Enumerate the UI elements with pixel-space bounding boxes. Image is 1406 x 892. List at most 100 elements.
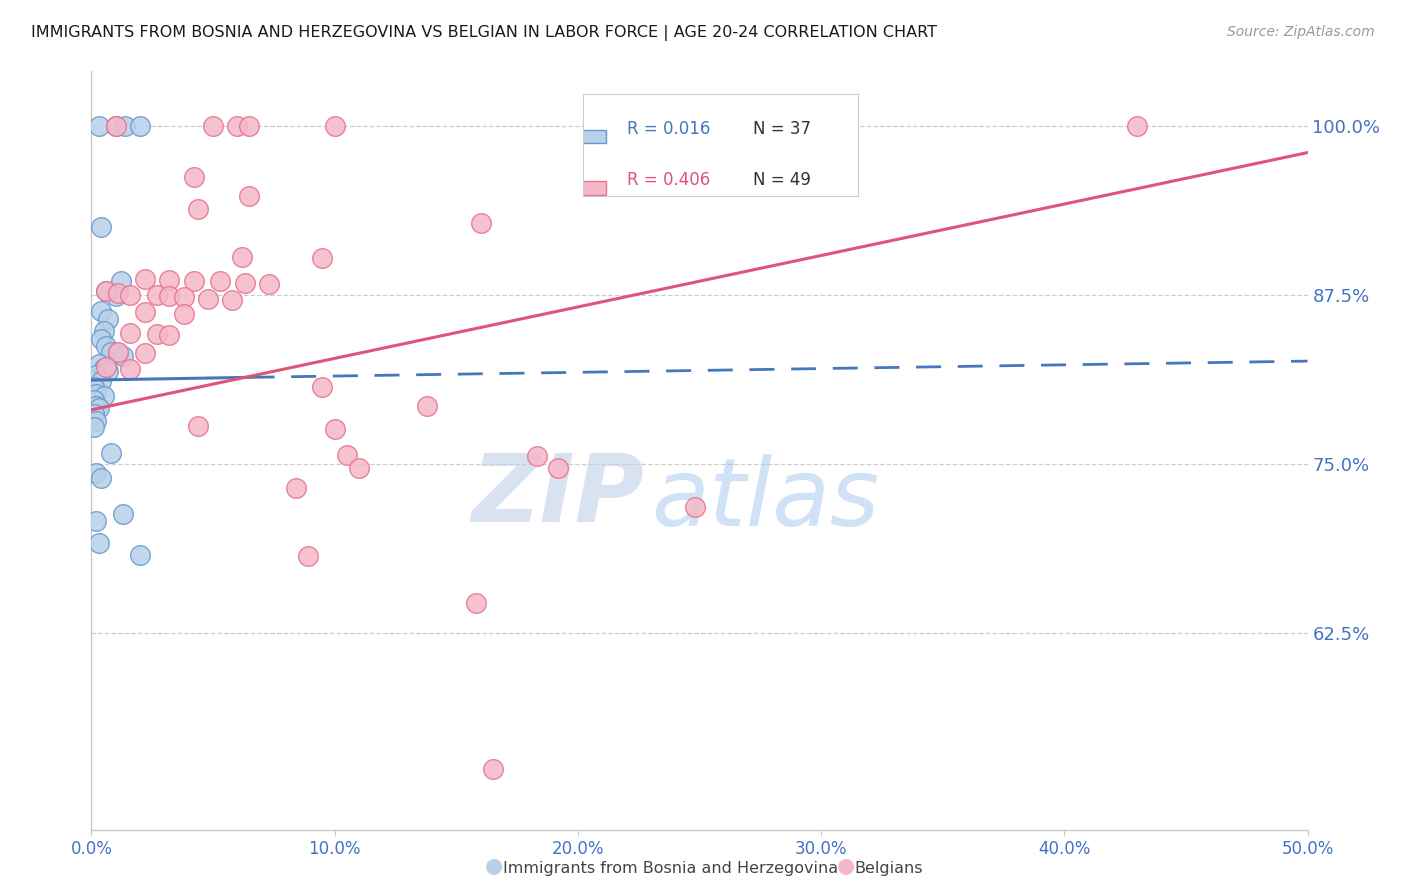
- Point: [257, 277, 280, 291]
- Point: [311, 380, 333, 394]
- Point: [87, 401, 110, 416]
- Point: [83, 407, 105, 421]
- Point: [84, 514, 107, 528]
- Point: [1126, 119, 1149, 133]
- Point: [226, 119, 249, 133]
- Point: [323, 119, 346, 133]
- Point: [183, 274, 205, 288]
- Point: [87, 535, 110, 549]
- Point: [238, 119, 260, 133]
- Point: [173, 290, 195, 304]
- Point: [111, 507, 134, 521]
- Text: Immigrants from Bosnia and Herzegovina: Immigrants from Bosnia and Herzegovina: [503, 861, 838, 876]
- Point: [104, 119, 127, 133]
- Point: [187, 419, 209, 434]
- Text: R = 0.016: R = 0.016: [627, 120, 710, 137]
- Point: [87, 119, 110, 133]
- Point: [90, 220, 112, 235]
- Point: [464, 597, 486, 611]
- Point: [90, 333, 112, 347]
- Point: [297, 549, 319, 563]
- Point: [202, 119, 225, 133]
- Point: [134, 271, 156, 285]
- Point: [157, 289, 180, 303]
- Point: [94, 359, 117, 374]
- Point: [104, 289, 127, 303]
- Point: [416, 399, 439, 413]
- Point: [110, 274, 132, 288]
- Text: Belgians: Belgians: [855, 861, 924, 876]
- Point: [90, 375, 112, 389]
- Point: [688, 119, 710, 133]
- Point: [93, 360, 115, 375]
- Point: [197, 292, 219, 306]
- Point: [683, 500, 706, 515]
- Bar: [581, 181, 606, 194]
- Point: [481, 762, 503, 776]
- Point: [233, 276, 256, 290]
- Point: [114, 119, 136, 133]
- Point: [146, 287, 169, 301]
- Text: R = 0.406: R = 0.406: [627, 171, 710, 189]
- Point: [107, 344, 129, 359]
- Point: [526, 449, 548, 463]
- Text: ZIP: ZIP: [472, 450, 645, 542]
- Point: [311, 251, 333, 265]
- Point: [547, 461, 569, 475]
- Bar: [581, 130, 606, 144]
- Point: [104, 119, 127, 133]
- Point: [87, 357, 110, 371]
- Point: [84, 467, 107, 481]
- Point: [84, 368, 107, 382]
- Point: [129, 548, 152, 562]
- Point: [97, 363, 120, 377]
- Point: [157, 328, 180, 343]
- Point: [231, 250, 253, 264]
- Point: [93, 389, 115, 403]
- Point: [173, 307, 195, 321]
- Point: [120, 287, 142, 301]
- Point: [120, 326, 142, 340]
- Point: [83, 393, 105, 408]
- Point: [157, 273, 180, 287]
- Point: [100, 446, 122, 460]
- Point: [120, 362, 142, 376]
- Point: [111, 349, 134, 363]
- Point: [94, 339, 117, 353]
- Point: [93, 324, 115, 338]
- Point: [284, 482, 307, 496]
- Point: [83, 420, 105, 434]
- Point: [336, 448, 359, 462]
- Point: [187, 202, 209, 217]
- Point: [221, 293, 243, 308]
- Text: IMMIGRANTS FROM BOSNIA AND HERZEGOVINA VS BELGIAN IN LABOR FORCE | AGE 20-24 COR: IMMIGRANTS FROM BOSNIA AND HERZEGOVINA V…: [31, 25, 936, 41]
- Point: [84, 386, 107, 401]
- Point: [107, 346, 129, 360]
- Text: N = 37: N = 37: [754, 120, 811, 137]
- Point: [209, 274, 232, 288]
- Point: [84, 414, 107, 428]
- Point: [183, 169, 205, 184]
- Point: [90, 470, 112, 484]
- Point: [238, 189, 260, 203]
- Point: [100, 344, 122, 359]
- Point: [146, 326, 169, 341]
- Text: Source: ZipAtlas.com: Source: ZipAtlas.com: [1227, 25, 1375, 39]
- Text: ●: ●: [485, 856, 503, 876]
- Point: [470, 216, 492, 230]
- Text: atlas: atlas: [651, 454, 879, 545]
- Point: [323, 422, 346, 436]
- Point: [90, 304, 112, 318]
- Point: [83, 380, 105, 394]
- Point: [129, 119, 152, 133]
- Point: [97, 312, 120, 326]
- Point: [94, 284, 117, 298]
- Point: [94, 284, 117, 298]
- Text: N = 49: N = 49: [754, 171, 811, 189]
- Text: ●: ●: [837, 856, 855, 876]
- Point: [347, 461, 370, 475]
- Point: [134, 305, 156, 319]
- Point: [84, 399, 107, 413]
- Point: [107, 286, 129, 301]
- Point: [134, 346, 156, 360]
